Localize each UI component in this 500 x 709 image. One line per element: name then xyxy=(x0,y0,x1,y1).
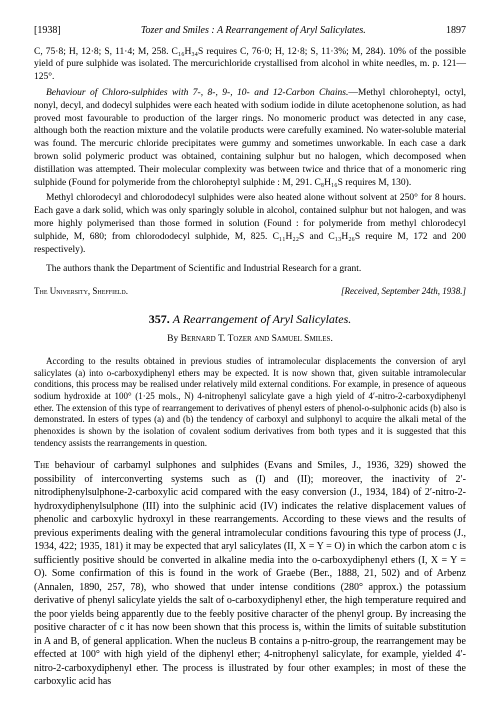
abstract: According to the results obtained in pre… xyxy=(34,356,466,450)
body-lead-word: The xyxy=(34,460,49,471)
running-year: [1938] xyxy=(34,24,61,38)
body-paragraph: The behaviour of carbamyl sulphones and … xyxy=(34,459,466,689)
byline: By Bernard T. Tozer and Samuel Smiles. xyxy=(34,333,466,346)
received-date: [Received, September 24th, 1938.] xyxy=(341,285,466,297)
paragraph-analysis: C, 75·8; H, 12·8; S, 11·4; M, 258. C₁₆H₃… xyxy=(34,46,466,84)
acknowledgement: The authors thank the Department of Scie… xyxy=(34,263,466,276)
affiliation-row: The University, Sheffield. [Received, Se… xyxy=(34,285,466,297)
page: [1938] Tozer and Smiles : A Rearrangemen… xyxy=(0,0,500,709)
paragraph-behaviour-text: —Methyl chloroheptyl, octyl, nonyl, decy… xyxy=(34,88,466,188)
running-head: [1938] Tozer and Smiles : A Rearrangemen… xyxy=(34,24,466,38)
running-page-number: 1897 xyxy=(446,24,466,38)
paragraph-behaviour: Behaviour of Chloro-sulphides with 7-, 8… xyxy=(34,87,466,190)
section-heading-inline: Behaviour of Chloro-sulphides with 7-, 8… xyxy=(46,88,348,98)
running-title: Tozer and Smiles : A Rearrangement of Ar… xyxy=(61,24,446,38)
body-text: behaviour of carbamyl sulphones and sulp… xyxy=(34,460,466,687)
byline-authors: Bernard T. Tozer and Samuel Smiles. xyxy=(181,334,333,344)
article-number: 357. xyxy=(149,312,170,326)
byline-by: By xyxy=(167,334,178,344)
paragraph-methyl: Methyl chlorodecyl and chlorododecyl sul… xyxy=(34,192,466,256)
article-title-row: 357. A Rearrangement of Aryl Salicylates… xyxy=(34,311,466,327)
affiliation: The University, Sheffield. xyxy=(34,285,128,297)
article-title: A Rearrangement of Aryl Salicylates. xyxy=(173,312,352,326)
